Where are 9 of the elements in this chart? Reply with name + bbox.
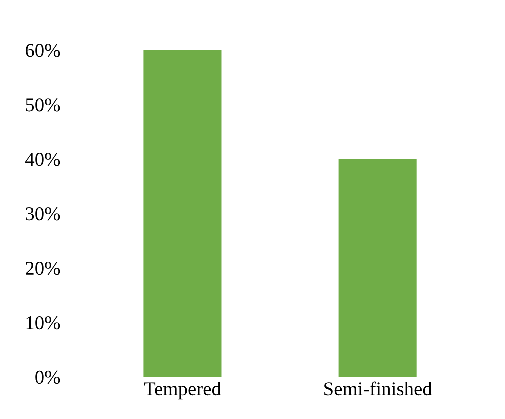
x-tick-label: Semi-finished — [324, 382, 432, 396]
y-tick-label: 60% — [26, 44, 60, 58]
y-tick-label: 30% — [26, 208, 60, 221]
x-tick-label: Tempered — [144, 382, 222, 400]
y-tick-label: 0% — [36, 370, 60, 384]
y-tick-label: 10% — [26, 316, 60, 330]
y-tick-label: 40% — [26, 153, 60, 166]
y-tick-label: 20% — [26, 262, 60, 276]
y-tick-label: 50% — [26, 98, 60, 112]
